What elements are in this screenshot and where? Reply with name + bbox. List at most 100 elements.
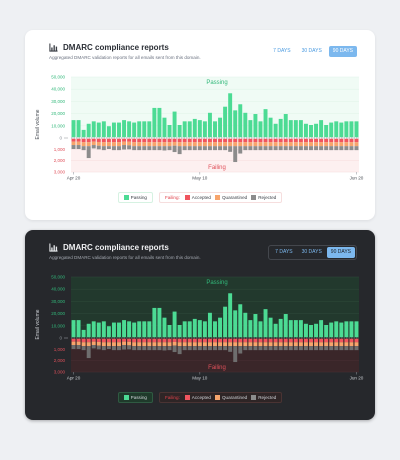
bar-quarantined <box>182 342 187 347</box>
bar-accepted <box>187 338 192 343</box>
bar-rejected <box>76 345 81 349</box>
bar-rejected <box>101 146 106 151</box>
bar-passing <box>167 125 172 138</box>
bar-accepted <box>76 138 81 142</box>
bar-accepted <box>106 338 111 343</box>
bar-rejected <box>303 346 308 351</box>
range-90-days-button[interactable]: 90 DAYS <box>326 247 355 258</box>
bar-rejected <box>152 346 157 351</box>
bar-rejected <box>309 346 313 351</box>
range-90-days-button[interactable]: 90 DAYS <box>328 46 357 57</box>
bar-quarantined <box>278 342 283 347</box>
bar-rejected <box>228 146 233 152</box>
bar-rejected <box>132 346 137 351</box>
bar-passing <box>172 111 177 138</box>
bar-rejected <box>101 346 106 351</box>
y-tick-label: 3,000 <box>54 370 66 375</box>
bar-quarantined <box>172 341 177 346</box>
bar-quarantined <box>314 342 319 347</box>
bar-passing <box>309 125 313 138</box>
bar-rejected <box>111 146 116 151</box>
legend-accepted-label[interactable]: Accepted <box>191 195 211 200</box>
legend-rejected-label[interactable]: Rejected <box>258 195 277 200</box>
rejected-swatch <box>251 195 257 200</box>
bar-accepted <box>298 138 303 143</box>
legend-quarantined-label[interactable]: Quarantined <box>221 395 248 400</box>
bar-rejected <box>243 146 248 151</box>
bar-accepted <box>192 338 197 343</box>
bar-passing <box>278 118 283 138</box>
bar-passing <box>177 325 182 338</box>
bar-rejected <box>71 345 76 349</box>
bar-accepted <box>238 338 243 343</box>
bar-quarantined <box>223 142 228 147</box>
bar-rejected <box>172 345 177 353</box>
bar-accepted <box>263 138 268 143</box>
bar-accepted <box>218 138 223 143</box>
bar-quarantined <box>263 142 268 147</box>
bar-passing <box>207 112 212 138</box>
bar-passing <box>314 123 319 138</box>
bar-passing <box>273 323 278 338</box>
bar-passing <box>324 325 329 338</box>
bar-quarantined <box>202 342 207 347</box>
bar-quarantined <box>213 342 217 347</box>
bar-quarantined <box>132 142 137 147</box>
bar-passing <box>122 320 127 338</box>
bar-quarantined <box>314 142 319 147</box>
bar-accepted <box>197 138 202 143</box>
bar-quarantined <box>106 342 111 347</box>
quarantined-swatch <box>214 395 220 400</box>
bar-accepted <box>344 338 349 343</box>
bar-rejected <box>303 146 308 151</box>
bar-rejected <box>228 346 233 352</box>
bar-accepted <box>309 138 313 143</box>
bar-accepted <box>349 338 354 343</box>
bar-accepted <box>106 138 111 143</box>
bar-passing <box>329 322 334 338</box>
bar-accepted <box>218 338 223 343</box>
range-7-days-button[interactable]: 7 DAYS <box>269 46 295 57</box>
bar-rejected <box>147 346 152 351</box>
bar-rejected <box>202 146 207 151</box>
y-tick-label: 20,000 <box>51 111 65 116</box>
bar-rejected <box>202 346 207 351</box>
legend-passing[interactable]: Passing <box>117 192 153 203</box>
bar-quarantined <box>81 142 86 147</box>
card-subtitle: Aggregated DMARC validation reports for … <box>49 55 201 60</box>
bar-accepted <box>339 138 344 143</box>
bar-rejected <box>339 346 344 351</box>
bar-rejected <box>192 146 197 151</box>
bar-rejected <box>283 146 288 151</box>
range-30-days-button[interactable]: 30 DAYS <box>297 46 326 57</box>
bar-rejected <box>71 145 76 149</box>
bar-passing <box>157 107 162 138</box>
legend-rejected-label[interactable]: Rejected <box>258 395 277 400</box>
bar-rejected <box>253 346 258 351</box>
bar-quarantined <box>91 341 96 346</box>
bar-accepted <box>192 138 197 143</box>
bar-quarantined <box>207 342 212 347</box>
bar-passing <box>268 117 273 138</box>
bar-rejected <box>278 146 283 151</box>
bar-quarantined <box>248 342 253 347</box>
bar-rejected <box>213 346 217 351</box>
bar-accepted <box>258 338 263 343</box>
bar-rejected <box>339 146 344 151</box>
bar-passing <box>152 307 157 338</box>
bar-accepted <box>81 338 86 343</box>
bar-accepted <box>268 338 273 343</box>
bar-accepted <box>177 338 182 343</box>
bar-rejected <box>334 346 339 351</box>
bar-quarantined <box>324 342 329 347</box>
bar-passing <box>132 322 137 338</box>
card-title: DMARC compliance reports <box>63 43 169 52</box>
bar-passing <box>142 321 147 338</box>
legend-accepted-label[interactable]: Accepted <box>191 395 211 400</box>
range-30-days-button[interactable]: 30 DAYS <box>301 249 322 255</box>
legend-passing[interactable]: Passing <box>117 392 153 403</box>
bar-quarantined <box>177 342 182 347</box>
bar-passing <box>86 323 91 338</box>
range-7-days-button[interactable]: 7 DAYS <box>275 249 293 255</box>
legend-quarantined-label[interactable]: Quarantined <box>221 195 248 200</box>
